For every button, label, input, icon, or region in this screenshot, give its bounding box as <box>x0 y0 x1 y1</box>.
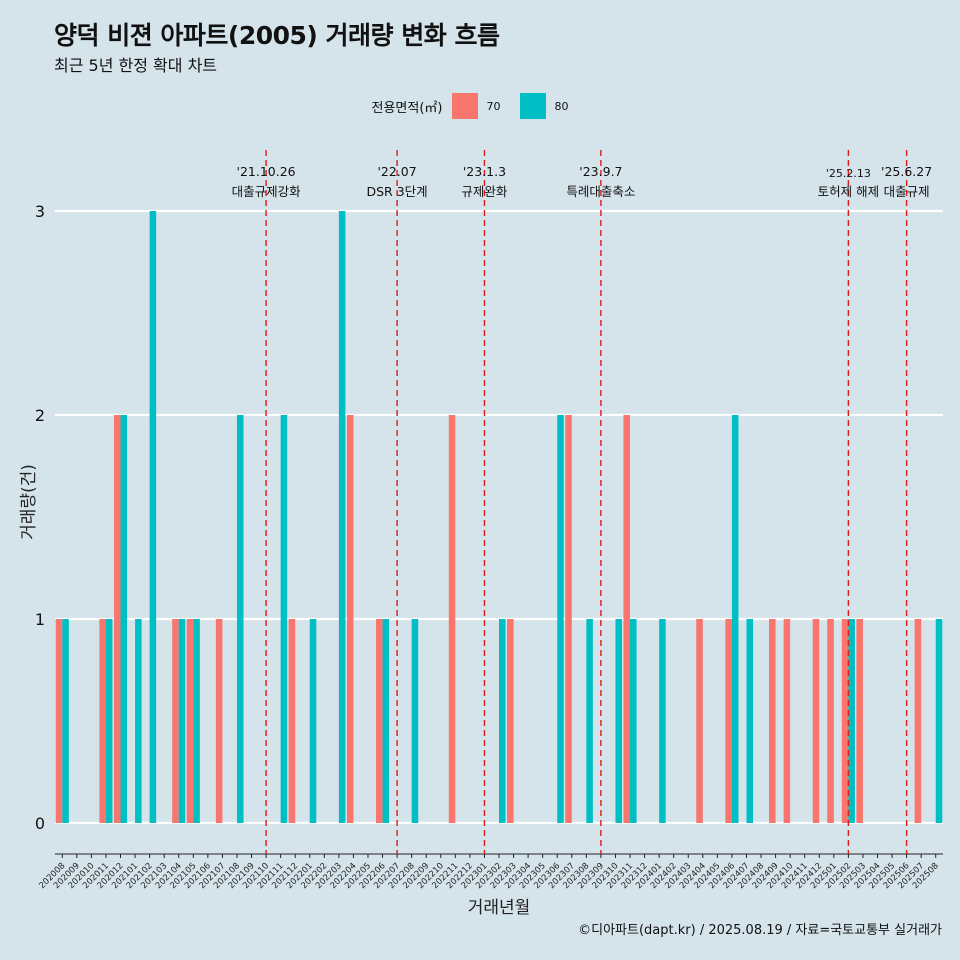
legend-title: 전용면적(㎡) <box>371 100 443 116</box>
bar-80-202111 <box>280 415 288 823</box>
y-tick-label: 2 <box>35 406 45 425</box>
event-date-label: '25.6.27 <box>881 164 932 179</box>
bar-70-202012 <box>113 415 121 823</box>
event-date-label: '25.2.13 <box>826 167 871 180</box>
bar-80-202201 <box>309 619 317 823</box>
bar-80-202008 <box>62 619 69 823</box>
bar-80-202011 <box>105 619 113 823</box>
bar-80-202108 <box>236 415 244 823</box>
bar-70-202112 <box>288 619 296 823</box>
y-tick-label: 1 <box>35 610 45 629</box>
bar-80-202012 <box>120 415 128 823</box>
legend-label-80: 80 <box>554 99 569 113</box>
event-text-label: DSR 3단계 <box>367 184 428 199</box>
bar-80-202508 <box>935 619 943 823</box>
bar-70-202307 <box>565 415 572 823</box>
bar-70-202412 <box>812 619 820 823</box>
bar-80-202104 <box>178 619 186 823</box>
bar-70-202104 <box>172 619 179 823</box>
bar-70-202501 <box>827 619 834 823</box>
event-date-label: '21.10.26 <box>237 164 296 179</box>
bar-70-202409 <box>769 619 776 823</box>
bar-70-202211 <box>448 415 456 823</box>
bar-80-202206 <box>382 619 390 823</box>
bar-70-202204 <box>346 415 354 823</box>
legend: 전용면적(㎡) 70 80 <box>0 93 960 119</box>
bar-70-202311 <box>623 415 631 823</box>
bar-70-202507 <box>914 619 922 823</box>
bar-80-202406 <box>731 415 739 823</box>
bar-80-202203 <box>338 211 346 823</box>
bar-80-202105 <box>193 619 200 823</box>
source-caption: ©디아파트(dapt.kr) / 2025.08.19 / 자료=국토교통부 실… <box>578 923 942 938</box>
y-tick-label: 0 <box>35 814 45 833</box>
bar-80-202101 <box>135 619 142 823</box>
bar-70-202503 <box>856 619 863 823</box>
event-date-label: '23.9.7 <box>579 164 622 179</box>
bar-70-202406 <box>725 619 732 823</box>
bar-70-202502 <box>841 619 849 823</box>
legend-swatch-70 <box>452 93 479 119</box>
bar-80-202401 <box>659 619 666 823</box>
bar-70-202107 <box>215 619 223 823</box>
chart-title: 양덕 비젼 아파트(2005) 거래량 변화 흐름 <box>54 21 500 50</box>
bar-70-202404 <box>696 619 703 823</box>
bar-80-202208 <box>411 619 419 823</box>
bar-70-202008 <box>55 619 63 823</box>
legend-swatch-80 <box>520 93 547 119</box>
bar-70-202410 <box>783 619 791 823</box>
event-text-label: 토허제 해제 <box>818 184 879 199</box>
event-date-label: '23.1.3 <box>463 164 506 179</box>
chart-subtitle: 최근 5년 한정 확대 차트 <box>54 56 218 75</box>
bar-70-202011 <box>99 619 106 823</box>
bar-80-202311 <box>630 619 637 823</box>
bar-70-202105 <box>186 619 194 823</box>
bar-80-202502 <box>848 619 855 823</box>
bar-70-202303 <box>507 619 514 823</box>
event-date-label: '22.07 <box>377 164 416 179</box>
event-text-label: 특례대출축소 <box>566 184 635 199</box>
x-axis-title: 거래년월 <box>468 898 531 918</box>
bar-80-202310 <box>615 619 623 823</box>
bar-80-202407 <box>746 619 754 823</box>
y-axis-title: 거래량(건) <box>19 464 39 540</box>
bar-70-202206 <box>375 619 383 823</box>
bar-80-202308 <box>586 619 593 823</box>
legend-label-70: 70 <box>486 99 501 113</box>
bar-80-202102 <box>149 211 157 823</box>
bar-80-202302 <box>499 619 506 823</box>
event-text-label: 대출규제강화 <box>232 184 302 199</box>
event-text-label: 대출규제 <box>884 184 930 199</box>
bar-80-202306 <box>557 415 564 823</box>
event-text-label: 규제완화 <box>461 184 508 199</box>
y-tick-label: 3 <box>35 202 45 221</box>
